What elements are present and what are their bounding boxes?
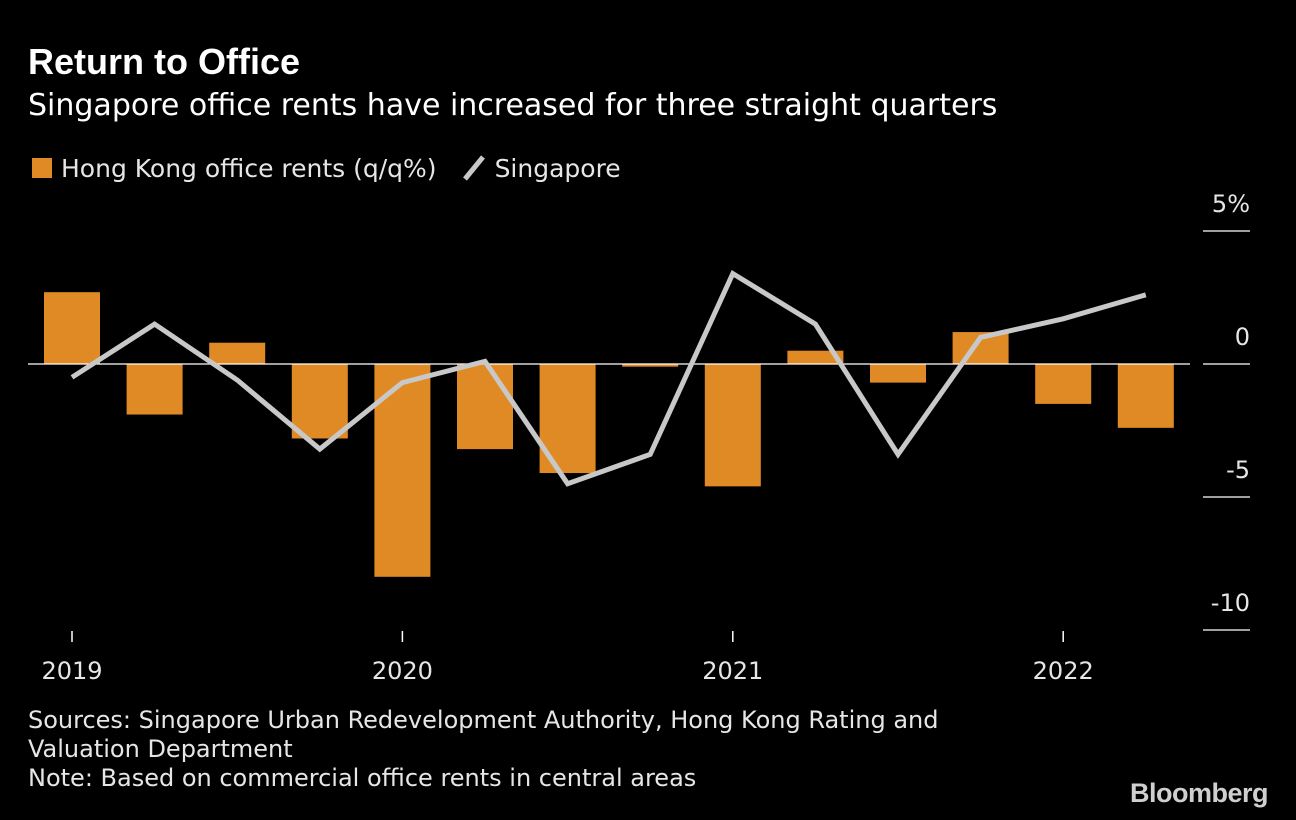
bar-hong-kong: [622, 364, 679, 367]
sources-line-1: Sources: Singapore Urban Redevelopment A…: [28, 706, 939, 734]
bar-hong-kong: [870, 364, 926, 383]
bar-hong-kong: [704, 364, 761, 487]
bar-hong-kong: [44, 292, 100, 364]
y-tick-label: -10: [1211, 589, 1250, 617]
bar-hong-kong: [209, 342, 266, 364]
y-tick-label: 0: [1235, 323, 1250, 351]
chart-title: Return to Office: [28, 41, 301, 82]
legend-swatch-hong-kong: [32, 158, 52, 178]
x-tick-label: 2019: [41, 657, 102, 685]
y-tick-label: 5%: [1212, 190, 1250, 218]
x-tick-label: 2022: [1033, 657, 1094, 685]
chart-plot: 5% 0 -5 -10 2019 2020 2021 2022: [28, 190, 1250, 685]
legend: Hong Kong office rents (q/q%) Singapore: [32, 150, 621, 186]
bar-hong-kong: [126, 364, 183, 415]
y-tick-label: -5: [1226, 456, 1250, 484]
chart-footer: Sources: Singapore Urban Redevelopment A…: [28, 706, 988, 793]
bar-hong-kong: [787, 350, 844, 364]
sources-line-2: Valuation Department: [28, 735, 293, 763]
x-tick-label: 2020: [372, 657, 433, 685]
bar-hong-kong: [457, 364, 513, 450]
x-tick-label: 2021: [702, 657, 763, 685]
bloomberg-logo: Bloomberg: [1129, 778, 1269, 808]
legend-label-hong-kong: Hong Kong office rents (q/q%): [61, 153, 437, 183]
bar-hong-kong: [1035, 364, 1092, 404]
bar-hong-kong: [1117, 364, 1174, 428]
bar-hong-kong: [291, 364, 348, 439]
chart-subtitle: Singapore office rents have increased fo…: [28, 88, 998, 123]
legend-label-singapore: Singapore: [494, 153, 621, 183]
note-line: Note: Based on commercial office rents i…: [28, 764, 697, 792]
series-line-singapore: [70, 269, 1147, 487]
legend-swatch-singapore: [462, 155, 485, 181]
